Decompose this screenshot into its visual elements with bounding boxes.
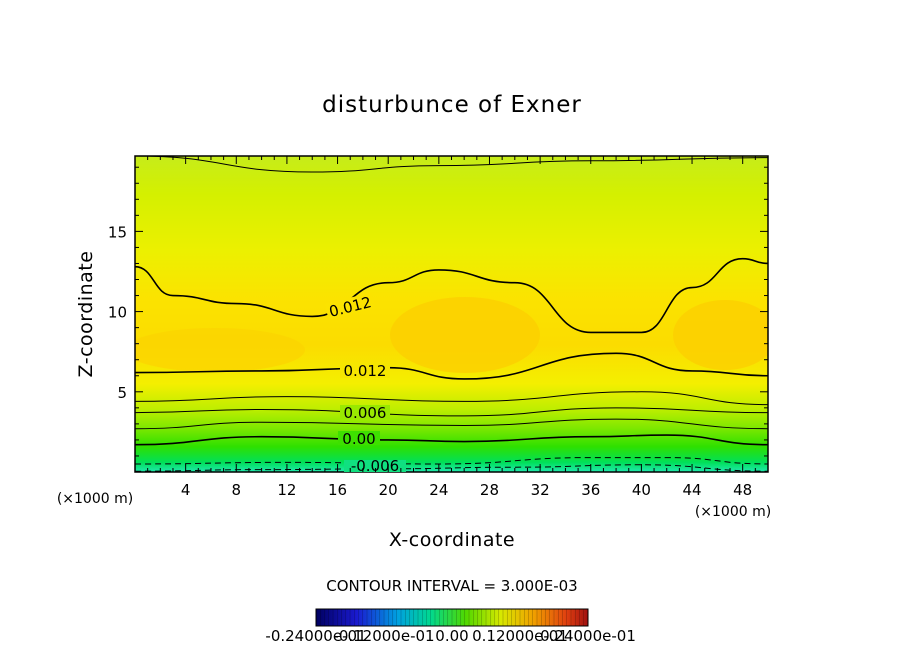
- contour-line: [135, 418, 768, 430]
- y-tick-label: 15: [108, 223, 127, 241]
- x-tick-label: 24: [429, 481, 448, 499]
- x-tick-label: 40: [632, 481, 651, 499]
- colorbar-labels: -0.24000e-01-0.12000e-01 0.00 0.12000e-010…: [265, 627, 635, 645]
- max-region-right: [673, 300, 768, 370]
- x-tick-label: 16: [328, 481, 347, 499]
- contour-label-000: 0.00: [342, 430, 375, 448]
- contour-line: [135, 407, 768, 417]
- x-tick-label: 4: [181, 481, 191, 499]
- colorbar: [315, 608, 589, 627]
- x-tick-label: 8: [232, 481, 242, 499]
- contour-line: [135, 352, 768, 380]
- contour-line: [135, 457, 768, 465]
- x-tick-label: 12: [277, 481, 296, 499]
- contour-label-bg-5: [344, 460, 406, 472]
- contour-label-bg-4: [338, 431, 380, 445]
- contour-line: [135, 391, 768, 406]
- contour-line: [135, 464, 768, 472]
- y-axis-title: Z-coordinate: [75, 251, 97, 378]
- plot-area: [135, 156, 768, 472]
- y-ticks: 5 10 15: [108, 166, 768, 457]
- max-region-center: [390, 297, 540, 373]
- x-ticks: 4 8 12 16 20 24 28 32 36 40 44 48: [147, 156, 756, 499]
- x-right-unit-label: (×1000 m): [695, 504, 771, 520]
- contour-line: [135, 434, 768, 446]
- chart-title: disturbunce of Exner: [322, 92, 582, 118]
- y-tick-label: 5: [117, 384, 127, 402]
- contour-label-bg-2: [340, 362, 390, 378]
- colorbar-label: -0.24000e-01: [265, 627, 366, 645]
- x-tick-label: 28: [480, 481, 499, 499]
- contour-label-neg0006: -0.006: [351, 457, 399, 475]
- colorbar-ticks: [315, 609, 589, 626]
- contour-line: [135, 257, 768, 334]
- contour-label-0012-lower: 0.012: [344, 362, 387, 380]
- colorbar-label: 0.24000e-01: [540, 627, 636, 645]
- x-tick-label: 20: [379, 481, 398, 499]
- x-tick-label: 32: [531, 481, 550, 499]
- colorbar-label: -0.12000e-01: [333, 627, 434, 645]
- contour-interval-text: CONTOUR INTERVAL = 3.000E-03: [326, 577, 577, 595]
- contour-label-bg-3: [340, 405, 390, 419]
- max-region-left: [135, 328, 305, 372]
- contour-label-0006: 0.006: [344, 404, 387, 422]
- x-left-unit-label: (×1000 m): [57, 491, 133, 507]
- x-tick-label: 44: [682, 481, 701, 499]
- y-tick-label: 10: [108, 304, 127, 322]
- colorbar-label: 0.00: [435, 627, 468, 645]
- x-axis-title: X-coordinate: [389, 529, 515, 551]
- contour-label-bg-1: [324, 292, 376, 320]
- contour-lines: [135, 156, 768, 472]
- x-tick-label: 48: [733, 481, 752, 499]
- contour-line: [135, 156, 768, 173]
- x-tick-label: 36: [581, 481, 600, 499]
- colorbar-label: 0.12000e-01: [472, 627, 568, 645]
